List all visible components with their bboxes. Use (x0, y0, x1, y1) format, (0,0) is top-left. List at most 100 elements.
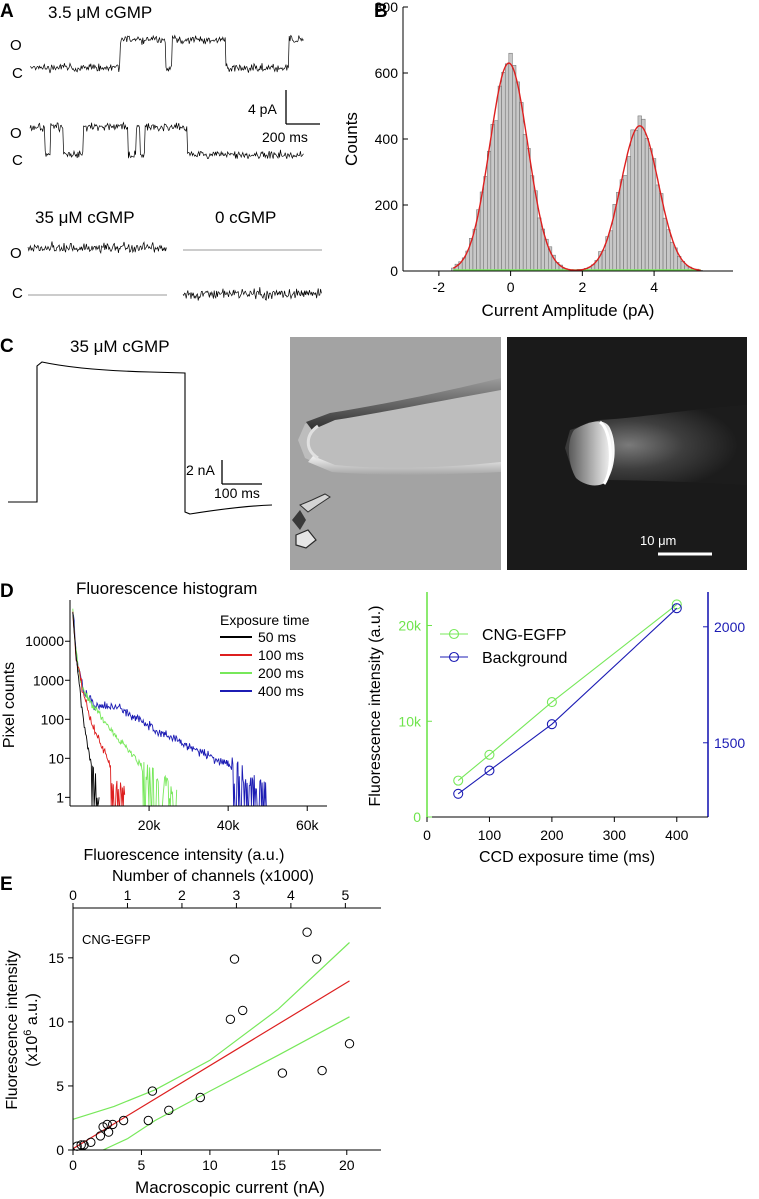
series-line (72, 608, 178, 807)
macroscopic-current-trace (8, 361, 273, 515)
y-tick-label: 0 (56, 1142, 64, 1158)
linear-fit-line (72, 980, 350, 1150)
histogram-bar (522, 134, 527, 272)
chart-title: Fluorescence histogram (76, 579, 257, 598)
brightfield-pipette-image (290, 337, 501, 570)
data-point (312, 954, 322, 964)
panel-letter-e: E (0, 874, 13, 895)
x-tick-label: 4 (650, 279, 658, 295)
data-point (453, 788, 464, 799)
left-y-tick-label: 10k (398, 713, 422, 729)
left-y-tick-label: 20k (398, 618, 422, 634)
scale-current-label: 4 pA (248, 101, 277, 117)
data-point (225, 1014, 236, 1024)
confidence-band-upper (72, 942, 350, 1120)
legend: CNG-EGFP Background (440, 627, 567, 667)
y-tick-label: 10000 (25, 633, 64, 649)
series-line (72, 613, 268, 807)
histogram-bar (623, 175, 628, 272)
y-tick-label: 1000 (33, 672, 64, 688)
zero-cgmp-trace (182, 287, 322, 301)
panel-b: B 0 200 400 600 800 -2 0 2 4 Current Amplitude (… (342, 0, 733, 320)
legend-marker (448, 628, 460, 640)
data-point (277, 1068, 288, 1078)
series-line (72, 612, 100, 807)
histogram-bar (630, 129, 635, 272)
scale-bar-c: 2 nA 100 ms (186, 460, 262, 501)
y-tick-label: 0 (390, 263, 398, 279)
data-point (453, 775, 464, 786)
histogram-bar (530, 175, 535, 272)
data-point (484, 749, 495, 760)
exposure-axes: 0 10k 20k 1500 2000 0 100 200 300 400 (398, 592, 745, 843)
histogram-bar (504, 63, 510, 272)
y-tick-label: 1 (56, 789, 64, 805)
data-point (344, 1039, 355, 1049)
data-point (164, 1105, 174, 1116)
x-tick-label: 200 (540, 827, 564, 843)
histogram-bar (515, 81, 520, 272)
data-point (103, 1127, 114, 1137)
top-tick-label: 0 (69, 887, 77, 903)
scale-time-label: 200 ms (262, 129, 308, 145)
state-open-label: O (10, 37, 22, 54)
histogram-bar (494, 120, 499, 272)
data-point (195, 1092, 206, 1103)
data-point (118, 1115, 129, 1126)
y-tick-label: 5 (56, 1078, 64, 1094)
histogram-bar (666, 229, 671, 272)
y-tick-label: 800 (375, 0, 399, 15)
panel-letter-c: C (0, 336, 14, 357)
data-point (79, 1140, 89, 1150)
x-tick-label: 100 (478, 827, 502, 843)
series-line (72, 611, 126, 807)
label-35uM-cgmp: 35 μM cGMP (35, 208, 135, 227)
legend-label: CNG-EGFP (482, 627, 566, 644)
histogram-axes: 1 10 100 1000 10000 20k 40k 60k (25, 600, 327, 833)
histogram-bar (512, 65, 517, 272)
series-line (457, 603, 678, 782)
series-annotation: CNG-EGFP (82, 932, 151, 947)
data-point (76, 1140, 86, 1150)
top-tick-label: 4 (287, 887, 295, 903)
left-y-tick-label: 0 (413, 809, 421, 825)
data-point (102, 1119, 112, 1130)
scale-bar-a: 4 pA 200 ms (248, 90, 320, 145)
histogram-bar (626, 156, 632, 272)
state-open-label: O (10, 125, 22, 142)
x-tick-label: 20k (138, 817, 162, 833)
exposure-series (453, 599, 682, 799)
legend-title: Exposure time (220, 612, 310, 628)
image-scale-label: 10 μm (640, 533, 676, 548)
x-tick-label: 0 (507, 279, 515, 295)
y-axis-label-line1: Fluorescence intensity (4, 950, 21, 1109)
histogram-bar (483, 176, 488, 272)
x-axis-label: Fluorescence intensity (a.u.) (84, 847, 285, 864)
data-point (95, 1131, 106, 1141)
histogram-bar (662, 217, 667, 272)
data-point (147, 1086, 158, 1096)
single-channel-trace-2 (29, 121, 304, 160)
panel-letter-a: A (0, 1, 14, 22)
x-tick-label: 0 (423, 827, 431, 843)
legend-marker (448, 651, 460, 663)
x-tick-label: 0 (69, 1157, 77, 1173)
top-tick-label: 5 (341, 887, 349, 903)
y-tick-label: 600 (375, 65, 399, 81)
single-channel-trace-1 (29, 34, 304, 74)
histogram-axes: 0 200 400 600 800 -2 0 2 4 (375, 0, 733, 295)
histogram-bar (637, 115, 642, 272)
top-axis-label: Number of channels (x1000) (112, 868, 314, 885)
data-point (302, 927, 312, 937)
x-axis-label: Macroscopic current (nA) (135, 1178, 325, 1197)
state-closed-label: C (12, 152, 23, 169)
data-point (108, 1119, 118, 1130)
legend: Exposure time 50 ms 100 ms 200 ms 400 ms (220, 612, 310, 699)
state-closed-label: C (12, 285, 23, 302)
top-tick-label: 2 (178, 887, 186, 903)
scale-current-label: 2 nA (186, 462, 215, 478)
gaussian-fit-line (452, 62, 701, 271)
top-tick-label: 3 (233, 887, 241, 903)
